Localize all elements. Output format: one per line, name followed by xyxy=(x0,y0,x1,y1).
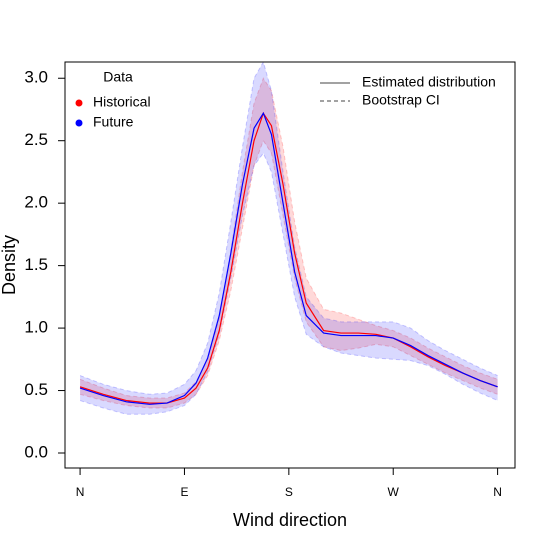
x-tick-label: E xyxy=(180,485,188,499)
y-tick-label: 2.5 xyxy=(24,130,48,149)
y-tick-label: 1.5 xyxy=(24,255,48,274)
x-tick-label: W xyxy=(388,485,400,499)
legend-marker xyxy=(75,119,83,127)
y-tick-label: 3.0 xyxy=(24,68,48,87)
x-tick-label: S xyxy=(285,485,293,499)
legend-label: Future xyxy=(93,114,134,130)
legend-label: Bootstrap CI xyxy=(362,92,440,108)
plot-frame xyxy=(64,61,516,469)
ci-line xyxy=(79,152,498,415)
plot-area xyxy=(79,62,498,415)
ci-band xyxy=(80,78,498,409)
legend-title: Data xyxy=(103,69,133,85)
ci-line xyxy=(79,62,498,395)
y-tick-label: 1.0 xyxy=(24,318,48,337)
x-tick-label: N xyxy=(493,485,502,499)
y-axis-label: Density xyxy=(0,235,19,295)
ci-line xyxy=(79,139,498,409)
x-axis-label: Wind direction xyxy=(233,510,347,530)
y-tick-label: 2.0 xyxy=(24,193,48,212)
density-line xyxy=(79,111,498,405)
legend-marker xyxy=(75,99,83,107)
y-tick-label: 0.0 xyxy=(24,442,48,461)
legend-label: Historical xyxy=(93,94,151,110)
legend-label: Estimated distribution xyxy=(362,74,496,90)
x-tick-label: N xyxy=(76,485,85,499)
ci-line xyxy=(79,77,498,399)
y-tick-label: 0.5 xyxy=(24,380,48,399)
density-line xyxy=(79,111,498,404)
